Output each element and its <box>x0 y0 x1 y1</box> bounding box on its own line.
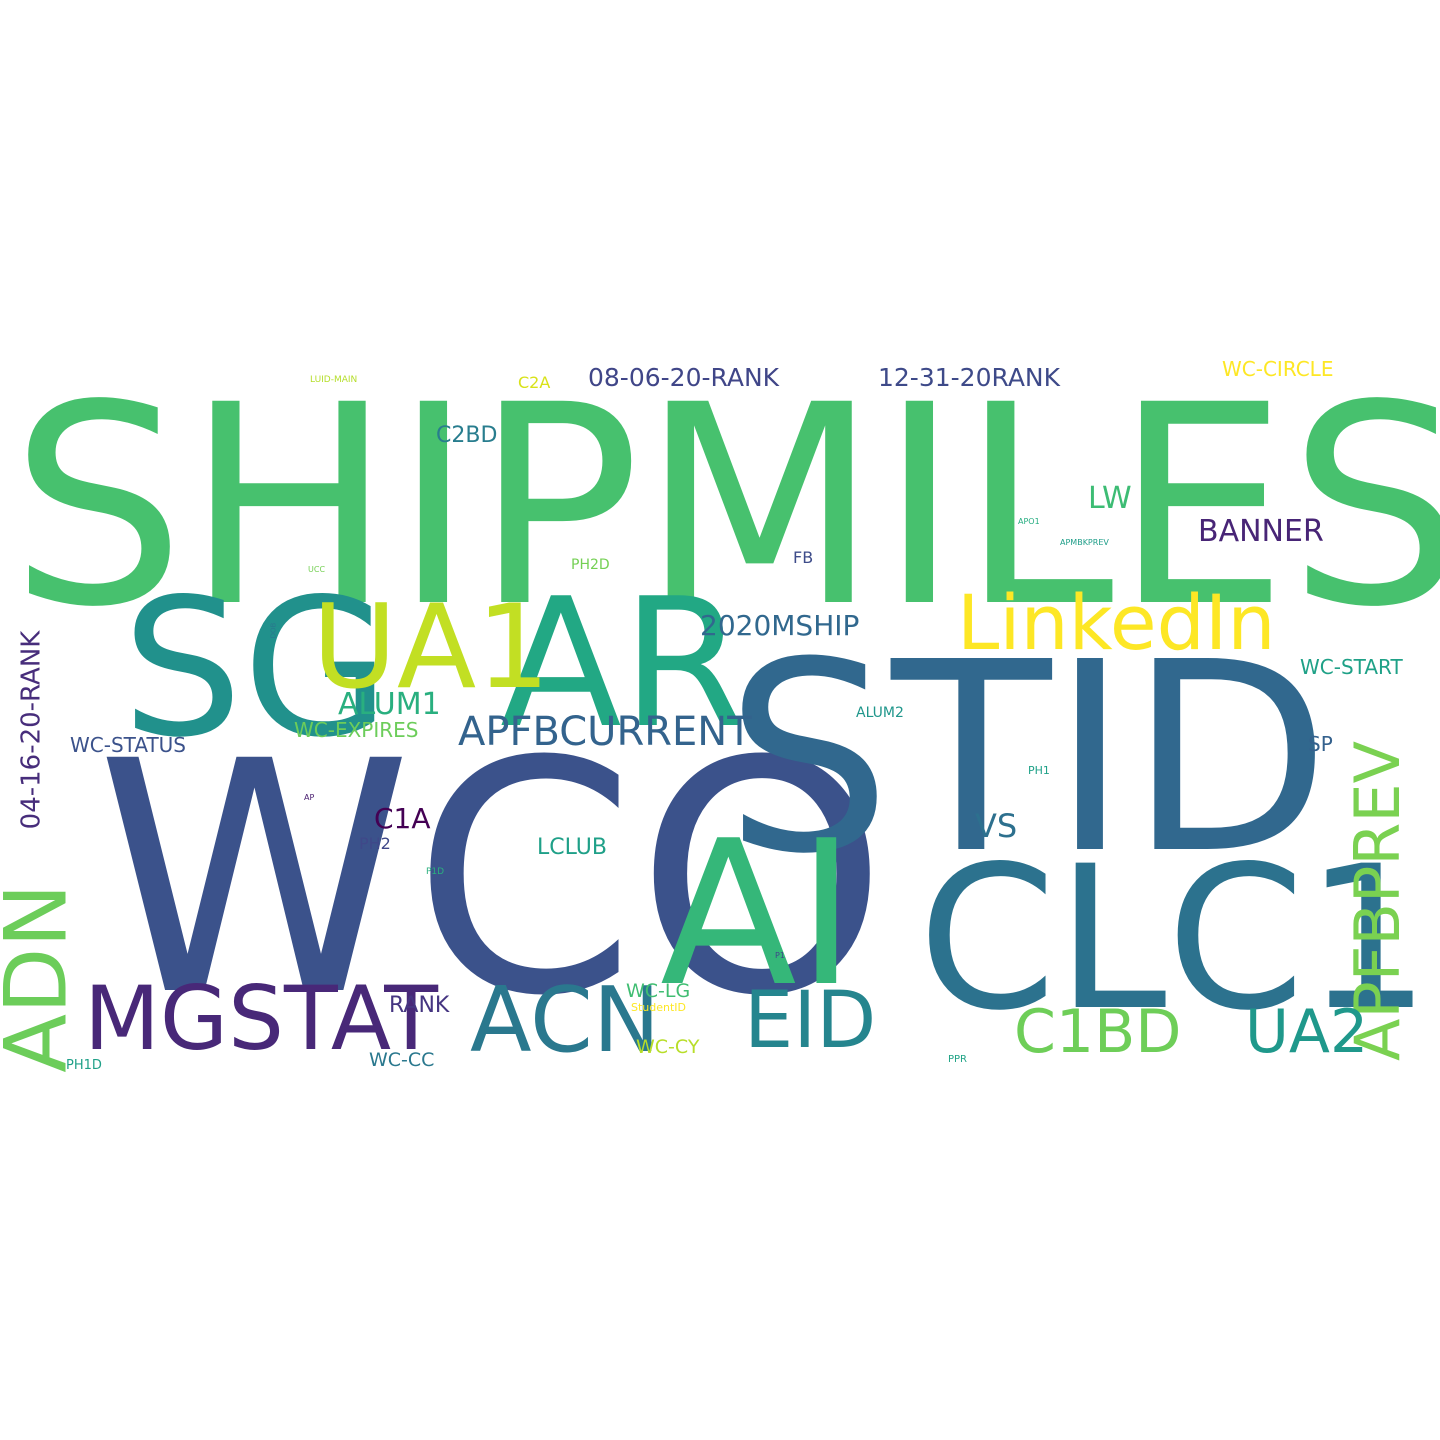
word-ua2: UA2 <box>1245 997 1369 1067</box>
word-04-16-20-rank: 04-16-20-RANK <box>16 630 47 830</box>
word-wc-cc: WC-CC <box>369 1049 435 1071</box>
word-wc-start: WC-START <box>1300 655 1403 679</box>
word-dob: DOB <box>269 622 278 639</box>
word-c2a: C2A <box>518 373 551 392</box>
word-ph1: PH1 <box>1028 764 1050 777</box>
word-apfbcurrent: APFBCURRENT <box>458 709 752 755</box>
word-wco: WCO <box>96 694 888 1066</box>
word-ai: AI <box>660 798 856 1031</box>
word-banner: BANNER <box>1198 514 1324 549</box>
word-studentid: StudentID <box>631 1001 687 1014</box>
word-c1bd: C1BD <box>1014 997 1182 1067</box>
word-wc-lg: WC-LG <box>626 980 691 1002</box>
word-ppr: PPR <box>948 1054 968 1065</box>
word-08-06-20-rank: 08-06-20-RANK <box>588 363 780 392</box>
word-vs: VS <box>975 807 1018 845</box>
word-2020mship: 2020MSHIP <box>700 609 860 642</box>
word-mgstat: MGSTAT <box>84 967 439 1070</box>
word-acn: ACN <box>470 968 661 1073</box>
word-ap: AP <box>304 793 315 802</box>
word-wc-status: WC-STATUS <box>70 733 186 757</box>
word-lclub: LCLUB <box>537 835 607 860</box>
word-clc1: CLC1 <box>918 823 1431 1054</box>
word-alum1: ALUM1 <box>338 687 441 722</box>
word-ph2: PH2 <box>359 834 391 853</box>
word-12-31-20rank: 12-31-20RANK <box>878 363 1061 392</box>
word-wc-circle: WC-CIRCLE <box>1222 357 1334 381</box>
word-shipmiles: SHIPMILES <box>10 347 1440 668</box>
word-ar: AR <box>500 560 746 767</box>
word-fb: FB <box>793 548 814 567</box>
word-adn: ADN <box>0 883 87 1073</box>
word-ph2d: PH2D <box>571 557 610 573</box>
word-alum2: ALUM2 <box>856 705 904 721</box>
word-ph1d: PH1D <box>66 1058 102 1073</box>
word-linkedin: LinkedIn <box>957 578 1276 667</box>
word-p1: P1 <box>775 951 785 960</box>
word-p1d: P1D <box>426 867 445 877</box>
word-rank: RANK <box>389 993 450 1018</box>
word-luid-main: LUID-MAIN <box>310 375 358 385</box>
word-apmbkprev: APMBKPREV <box>1060 538 1109 547</box>
word-lw: LW <box>1088 481 1132 516</box>
word-ua1: UA1 <box>312 580 551 715</box>
word-ucc: UCC <box>308 565 326 574</box>
word-eid: EID <box>744 976 877 1066</box>
word-sg: SG <box>122 558 390 779</box>
word-wc-expires: WC-EXPIRES <box>294 718 419 742</box>
word-sp: SP <box>1308 732 1333 756</box>
word-c2bd: C2BD <box>436 423 498 448</box>
word-stid: STID <box>725 606 1331 911</box>
word-c1a: C1A <box>374 802 431 835</box>
word-wc-cy: WC-CY <box>636 1036 700 1058</box>
word-apo1: APO1 <box>1018 517 1040 526</box>
